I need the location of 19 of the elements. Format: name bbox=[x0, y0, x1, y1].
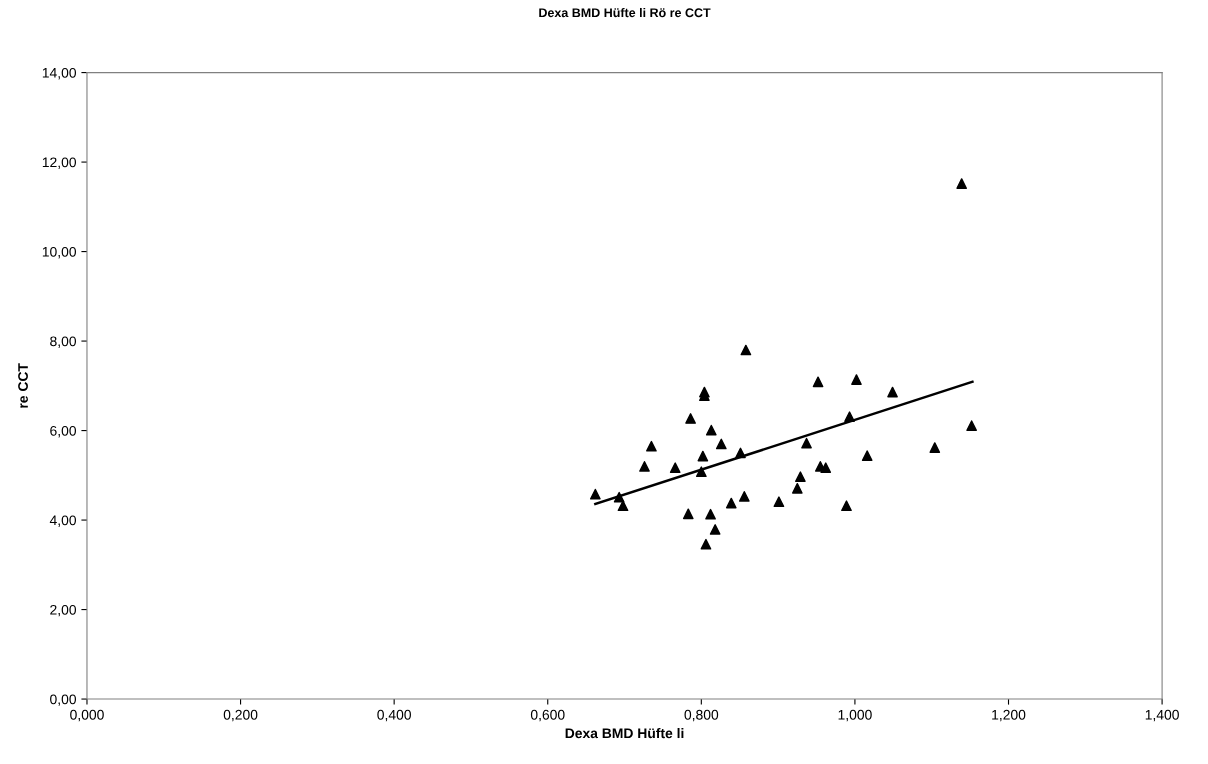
x-tick-label: 1,200 bbox=[992, 709, 1026, 722]
x-tick-label: 0,400 bbox=[377, 709, 411, 722]
x-tick-label: 1,000 bbox=[838, 709, 872, 722]
y-tick-label: 14,00 bbox=[42, 67, 77, 80]
x-tick-label: 0,000 bbox=[70, 709, 104, 722]
x-tick-label: 0,200 bbox=[223, 709, 258, 722]
y-tick-label: 0,00 bbox=[50, 694, 77, 706]
y-tick-label: 10,00 bbox=[42, 246, 77, 259]
y-tick-label: 4,00 bbox=[49, 515, 77, 527]
y-tick-label: 8,00 bbox=[50, 336, 77, 348]
x-tick-label: 1,400 bbox=[1145, 709, 1179, 722]
y-axis-title: re CCT bbox=[18, 363, 28, 408]
y-tick-label: 6,00 bbox=[50, 425, 77, 438]
x-axis-title: Dexa BMD Hüfte li bbox=[565, 727, 684, 739]
y-tick-label: 2,00 bbox=[50, 604, 77, 617]
chart-title: Dexa BMD Hüfte li Rö re CCT bbox=[539, 7, 711, 18]
x-tick-label: 0,800 bbox=[684, 709, 719, 722]
x-tick-label: 0,600 bbox=[530, 709, 565, 722]
y-tick-label: 12,00 bbox=[42, 157, 77, 169]
